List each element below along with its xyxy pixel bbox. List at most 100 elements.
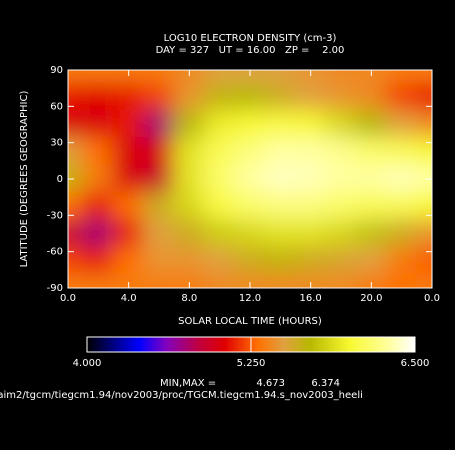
colorbar-label: 4.000 xyxy=(73,358,102,369)
heat-cell xyxy=(355,164,388,194)
heat-cell xyxy=(233,273,267,288)
heat-cell xyxy=(68,246,85,276)
heat-cell xyxy=(324,82,358,112)
colorbar-label: 5.250 xyxy=(237,358,266,369)
heat-cell xyxy=(203,218,236,249)
heat-cell xyxy=(203,246,236,276)
heat-cell xyxy=(324,137,358,167)
heat-cell xyxy=(68,191,85,221)
heat-cell xyxy=(264,273,297,288)
heat-cell xyxy=(233,109,267,140)
heat-cell xyxy=(68,137,85,167)
heat-cell xyxy=(324,109,358,140)
heat-cell xyxy=(82,82,115,112)
heat-cell xyxy=(415,82,432,112)
heat-cell xyxy=(415,218,432,249)
heat-cell xyxy=(142,109,176,140)
heat-cell xyxy=(233,70,267,85)
heat-cell xyxy=(385,273,418,288)
chart-title: LOG10 ELECTRON DENSITY (cm-3) xyxy=(164,33,337,44)
heat-cell xyxy=(112,191,145,221)
heat-cell xyxy=(355,82,388,112)
heat-cell xyxy=(233,191,267,221)
heat-cell xyxy=(82,191,115,221)
heat-cell xyxy=(294,137,327,167)
heat-cell xyxy=(142,246,176,276)
heat-cell xyxy=(173,137,206,167)
heat-cell xyxy=(355,273,388,288)
heat-cell xyxy=(415,164,432,194)
file-path: /aim2/tgcm/tiegcm1.94/nov2003/proc/TGCM.… xyxy=(0,390,363,401)
heat-cell xyxy=(415,246,432,276)
heat-cell xyxy=(264,70,297,85)
heat-cell xyxy=(203,273,236,288)
x-axis-label: SOLAR LOCAL TIME (HOURS) xyxy=(178,316,322,327)
heat-cell xyxy=(142,273,176,288)
y-tick-label: -30 xyxy=(47,210,63,221)
heat-cell xyxy=(385,164,418,194)
heat-cell xyxy=(294,218,327,249)
heat-cell xyxy=(355,191,388,221)
heat-cell xyxy=(264,137,297,167)
heat-cell xyxy=(264,164,297,194)
heat-cell xyxy=(355,246,388,276)
heat-cell xyxy=(294,273,327,288)
heat-cell xyxy=(385,191,418,221)
heat-cell xyxy=(82,164,115,194)
x-tick-label: 8.0 xyxy=(181,293,197,304)
heat-cell xyxy=(324,218,358,249)
heat-cell xyxy=(324,164,358,194)
heat-cell xyxy=(173,273,206,288)
heat-cell xyxy=(385,82,418,112)
heat-cell xyxy=(324,273,358,288)
heat-cell xyxy=(355,70,388,85)
minmax-label: MIN,MAX = xyxy=(160,378,216,389)
heat-cell xyxy=(203,137,236,167)
heat-cell xyxy=(68,109,85,140)
heat-cell xyxy=(203,164,236,194)
heat-cell xyxy=(68,70,85,85)
heat-cell xyxy=(324,246,358,276)
heat-cell xyxy=(82,109,115,140)
heat-cell xyxy=(68,82,85,112)
heat-cell xyxy=(142,218,176,249)
heat-cell xyxy=(82,70,115,85)
heat-cell xyxy=(203,82,236,112)
heat-cell xyxy=(385,70,418,85)
heat-cell xyxy=(385,218,418,249)
heat-cell xyxy=(385,137,418,167)
heat-cell xyxy=(142,137,176,167)
heat-cell xyxy=(173,82,206,112)
heat-cell xyxy=(68,218,85,249)
heat-cell xyxy=(82,273,115,288)
heat-cell xyxy=(112,218,145,249)
heat-cell xyxy=(233,137,267,167)
heat-cell xyxy=(385,109,418,140)
heat-cell xyxy=(233,82,267,112)
heat-cell xyxy=(82,218,115,249)
y-tick-label: 30 xyxy=(50,138,63,149)
y-tick-label: -60 xyxy=(47,247,63,258)
heat-cell xyxy=(264,246,297,276)
heat-cell xyxy=(112,137,145,167)
heat-cell xyxy=(415,273,432,288)
heat-cell xyxy=(324,70,358,85)
heat-cell xyxy=(385,246,418,276)
heat-cell xyxy=(82,137,115,167)
heat-cell xyxy=(142,191,176,221)
heat-cell xyxy=(355,218,388,249)
y-tick-label: 60 xyxy=(50,101,63,112)
heat-cell xyxy=(294,246,327,276)
heat-cell xyxy=(142,70,176,85)
heat-cell xyxy=(173,246,206,276)
heat-cell xyxy=(264,191,297,221)
heat-cell xyxy=(264,218,297,249)
heat-cell xyxy=(203,109,236,140)
heat-cell xyxy=(233,246,267,276)
heat-cell xyxy=(264,82,297,112)
heat-cell xyxy=(68,164,85,194)
y-tick-label: 0 xyxy=(57,174,63,185)
heat-cell xyxy=(415,109,432,140)
x-tick-label: 4.0 xyxy=(121,293,137,304)
